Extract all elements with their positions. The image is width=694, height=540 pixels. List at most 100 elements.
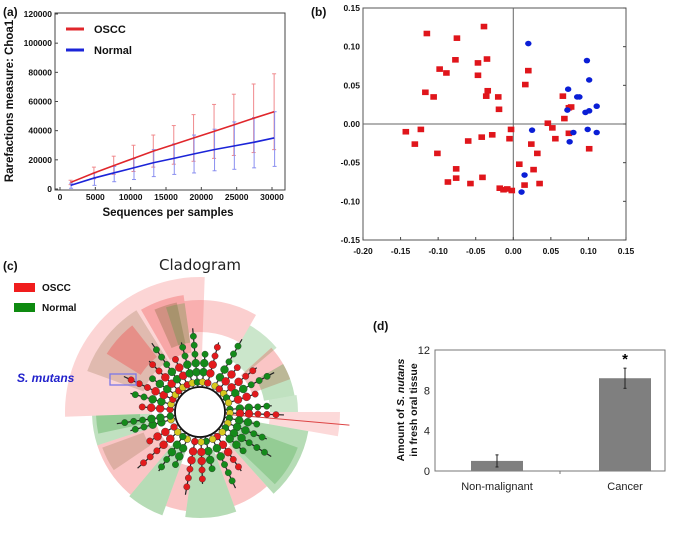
cladogram-node xyxy=(209,435,217,443)
x-tick-label: 5000 xyxy=(86,192,105,202)
legend-normal-label: Normal xyxy=(94,45,132,57)
y-tick-label: 100000 xyxy=(24,38,53,48)
y-tick-label: 0.15 xyxy=(343,3,360,13)
cladogram-node xyxy=(261,448,268,456)
cladogram-node xyxy=(127,376,135,384)
cladogram-node xyxy=(144,384,151,391)
cladogram-node xyxy=(230,350,237,358)
point-oscc xyxy=(507,126,515,133)
clade-sector xyxy=(87,310,169,392)
cladogram-node xyxy=(245,439,253,447)
point-oscc xyxy=(530,166,537,173)
x-tick-label: 10000 xyxy=(119,192,143,202)
cladogram-node xyxy=(179,432,187,441)
cladogram-node xyxy=(149,361,157,369)
panel-a-lines xyxy=(70,110,275,187)
cladogram-node xyxy=(242,372,250,380)
cladogram-node xyxy=(224,469,232,477)
cladogram-node xyxy=(229,456,237,463)
cladogram-node xyxy=(140,423,148,431)
cladogram-title: Cladogram xyxy=(159,256,241,274)
panel-d-bars: * xyxy=(471,351,651,471)
point-normal xyxy=(518,189,525,195)
cladogram-node xyxy=(254,403,262,411)
y-tick-label: 0 xyxy=(47,184,52,194)
point-normal xyxy=(593,103,600,110)
cladogram-node xyxy=(212,444,222,453)
x-tick-label: 0.10 xyxy=(580,246,597,256)
point-oscc xyxy=(484,87,492,94)
point-normal xyxy=(564,107,571,113)
cladogram-node xyxy=(249,367,257,375)
ylabel-prefix: Amount of xyxy=(395,406,407,461)
point-normal xyxy=(585,108,593,114)
cladogram-node xyxy=(140,459,147,467)
clade-sector xyxy=(240,347,291,394)
cladogram-node xyxy=(239,384,248,394)
line-normal xyxy=(70,137,275,187)
cladogram-node xyxy=(185,369,194,378)
cladogram-node xyxy=(243,417,253,427)
line-oscc xyxy=(70,110,275,184)
cladogram-node xyxy=(163,456,171,463)
legend-normal-swatch xyxy=(14,303,35,312)
panel-d-plot-frame xyxy=(434,349,666,472)
cladogram-node xyxy=(155,379,165,389)
panel-b-label: (b) xyxy=(311,5,326,19)
legend-oscc-swatch xyxy=(14,283,35,292)
cladogram-node xyxy=(167,367,177,377)
panel-b-points xyxy=(402,23,600,195)
cladogram-node xyxy=(130,417,138,425)
point-oscc xyxy=(559,93,567,99)
cladogram-node xyxy=(166,434,175,443)
point-oscc xyxy=(423,30,431,37)
point-oscc xyxy=(479,174,486,181)
point-oscc xyxy=(525,67,532,74)
point-normal xyxy=(525,40,532,47)
cladogram-node xyxy=(235,463,242,471)
point-oscc xyxy=(495,106,503,113)
cladogram-node xyxy=(131,425,139,433)
cladogram-node xyxy=(244,409,254,418)
cladogram-node xyxy=(191,358,200,368)
cladogram-node xyxy=(161,427,170,437)
panel-a-y-ticks: 0 20000 40000 60000 80000 100000 120000 xyxy=(24,9,58,194)
point-normal xyxy=(583,57,591,64)
clade-sector xyxy=(129,442,187,516)
clade-sector xyxy=(141,295,192,361)
cladogram-node xyxy=(149,375,156,383)
cladogram-node xyxy=(218,428,226,436)
cladogram-node xyxy=(233,395,243,404)
clade-sector xyxy=(154,302,186,349)
cladogram-node xyxy=(188,447,198,456)
cladogram-node xyxy=(146,403,156,412)
y-tick-label: 0 xyxy=(424,466,430,478)
cladogram-node xyxy=(190,341,198,349)
cladogram-node xyxy=(253,420,261,428)
legend-normal-label: Normal xyxy=(42,303,77,314)
cladogram-node xyxy=(263,372,271,380)
panel-b-pcoa-scatter: (b) -0.15 -0.10 -0.05 0.00 0.05 0.10 0.15 -0.2… xyxy=(311,3,635,256)
cladogram-node xyxy=(233,364,241,371)
point-oscc xyxy=(585,145,593,152)
cladogram-node xyxy=(221,377,230,386)
cladogram-node xyxy=(159,440,168,449)
point-oscc xyxy=(488,132,496,138)
cladogram-node xyxy=(172,356,179,363)
panel-a-rarefaction-chart: (a) 0 20000 40000 60000 80000 100000 120000 0 5… xyxy=(3,5,286,219)
cladogram-node xyxy=(263,410,271,418)
clade-sector xyxy=(268,394,298,412)
point-oscc xyxy=(500,186,507,193)
point-oscc xyxy=(474,60,482,66)
x-tick-label: 15000 xyxy=(154,192,178,202)
cladogram-node xyxy=(191,350,199,358)
cladogram-node xyxy=(221,461,228,468)
x-tick-label: 30000 xyxy=(260,192,284,202)
point-normal xyxy=(521,172,528,178)
cladogram-node xyxy=(197,456,206,466)
y-tick-label: 4 xyxy=(424,426,430,438)
panel-d-y-axis-label-line1: Amount of S. nutans xyxy=(395,359,407,462)
cladogram-node xyxy=(148,395,157,404)
x-tick-label: -0.20 xyxy=(353,246,373,256)
